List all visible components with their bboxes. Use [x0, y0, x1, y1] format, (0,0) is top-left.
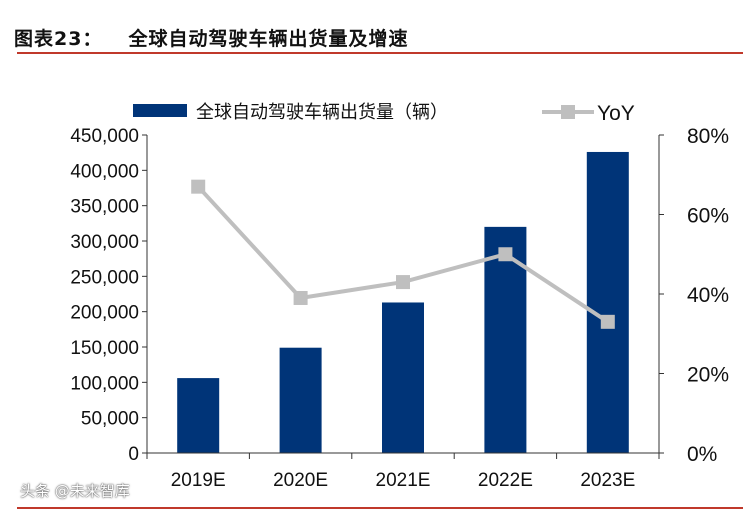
figure-title-text: 全球自动驾驶车辆出货量及增速 — [128, 28, 409, 50]
yoy-marker-2023E — [600, 314, 615, 329]
left-tick-label: 450,000 — [70, 126, 139, 147]
x-tick-label: 2019E — [171, 470, 226, 491]
right-tick-label: 40% — [687, 284, 729, 307]
left-tick-label: 200,000 — [70, 303, 139, 324]
yoy-marker-2019E — [191, 179, 206, 194]
bottom-divider — [17, 507, 743, 509]
bar-2019E — [177, 378, 220, 453]
x-tick-label: 2023E — [580, 470, 635, 491]
figure-title: 图表23： 全球自动驾驶车辆出货量及增速 — [14, 24, 408, 51]
bar-2020E — [279, 347, 322, 453]
right-tick-label: 60% — [687, 205, 729, 228]
yoy-line — [196, 185, 609, 324]
bar-2023E — [586, 151, 629, 453]
bar-2021E — [382, 302, 424, 453]
x-tick-label: 2022E — [478, 470, 533, 491]
legend-bar-label: 全球自动驾驶车辆出货量（辆） — [196, 102, 448, 123]
x-tick-label: 2021E — [376, 470, 431, 491]
legend-line-label: YoY — [597, 102, 635, 125]
top-divider — [17, 52, 743, 54]
yoy-marker-2021E — [396, 275, 410, 290]
left-tick-label: 400,000 — [70, 161, 139, 182]
left-tick-label: 50,000 — [81, 409, 139, 430]
yoy-marker-2022E — [498, 247, 513, 262]
left-tick-label: 0 — [128, 444, 139, 465]
legend-line-marker — [561, 105, 575, 119]
figure-number: 图表23： — [14, 28, 103, 50]
right-tick-label: 20% — [687, 364, 729, 387]
left-tick-label: 350,000 — [70, 197, 139, 218]
left-tick-label: 100,000 — [70, 373, 139, 394]
left-tick-label: 150,000 — [70, 338, 139, 359]
x-tick-label: 2020E — [273, 470, 328, 491]
right-tick-label: 80% — [687, 125, 729, 148]
left-tick-label: 250,000 — [70, 267, 139, 288]
watermark: 头条 @未来智库 — [20, 482, 130, 500]
legend-bar-swatch — [133, 104, 187, 117]
right-tick-label: 0% — [687, 443, 717, 466]
yoy-marker-2020E — [293, 290, 308, 305]
left-tick-label: 300,000 — [70, 232, 139, 253]
